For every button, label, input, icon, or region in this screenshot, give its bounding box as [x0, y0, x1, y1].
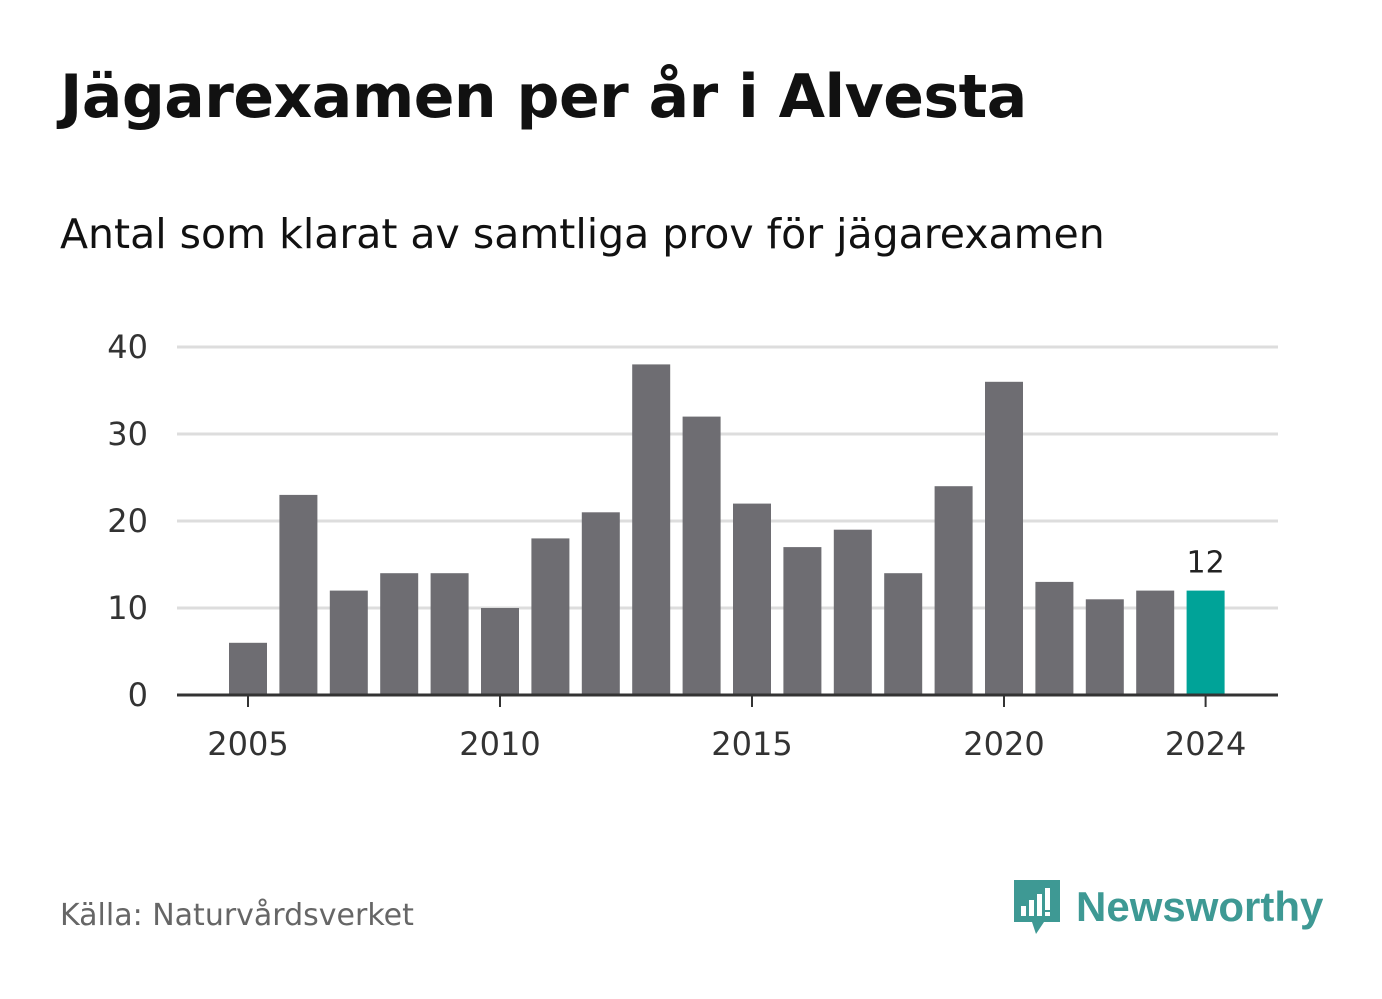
- y-tick-label-0: 0: [128, 676, 148, 714]
- y-tick-label-30: 30: [107, 415, 148, 453]
- bar-2007: [329, 590, 368, 695]
- x-tick-label-2015: 2015: [711, 725, 792, 763]
- bar-2010: [481, 608, 519, 695]
- bar-2009: [430, 573, 469, 695]
- brand-logo: Newsworthy: [1010, 876, 1323, 938]
- bar-2005: [229, 642, 267, 695]
- chart-subtitle: Antal som klarat av samtliga prov för jä…: [60, 210, 1105, 258]
- source-note: Källa: Naturvårdsverket: [60, 898, 414, 933]
- axes: [177, 693, 1278, 707]
- data-label-2024: 12: [1187, 546, 1225, 581]
- bar-2013: [632, 364, 671, 695]
- gridlines: [177, 345, 1278, 610]
- bar-2020: [985, 381, 1023, 695]
- bar-2015: [733, 503, 771, 695]
- bar-2019: [934, 486, 973, 695]
- brand-name: Newsworthy: [1076, 883, 1324, 930]
- bars: [229, 364, 1225, 695]
- bar-2023: [1136, 590, 1175, 695]
- x-tick-label-2020: 2020: [963, 725, 1044, 763]
- bar-chart: 0 10 20 30 40 2005 2010 2015 2020 2024 12: [107, 328, 1278, 763]
- y-tick-label-40: 40: [107, 328, 148, 366]
- bar-2012: [581, 512, 620, 695]
- bar-2021: [1035, 581, 1074, 695]
- bar-2018: [884, 573, 923, 695]
- y-tick-label-10: 10: [107, 589, 148, 627]
- bar-2017: [833, 529, 872, 695]
- bar-2006: [279, 494, 318, 695]
- bar-2014: [682, 416, 721, 695]
- bar-2024: [1186, 590, 1225, 695]
- bar-2011: [531, 538, 570, 695]
- bar-2016: [783, 547, 822, 695]
- y-tick-label-20: 20: [107, 502, 148, 540]
- labels: 0 10 20 30 40 2005 2010 2015 2020 2024 12: [107, 328, 1246, 763]
- bar-2008: [380, 573, 419, 695]
- x-tick-label-2024: 2024: [1165, 725, 1246, 763]
- bar-chart-speech-bubble-icon: [1014, 880, 1060, 934]
- chart-title: Jägarexamen per år i Alvesta: [60, 62, 1027, 132]
- x-tick-label-2010: 2010: [459, 725, 540, 763]
- bar-2022: [1085, 599, 1124, 695]
- x-tick-label-2005: 2005: [207, 725, 288, 763]
